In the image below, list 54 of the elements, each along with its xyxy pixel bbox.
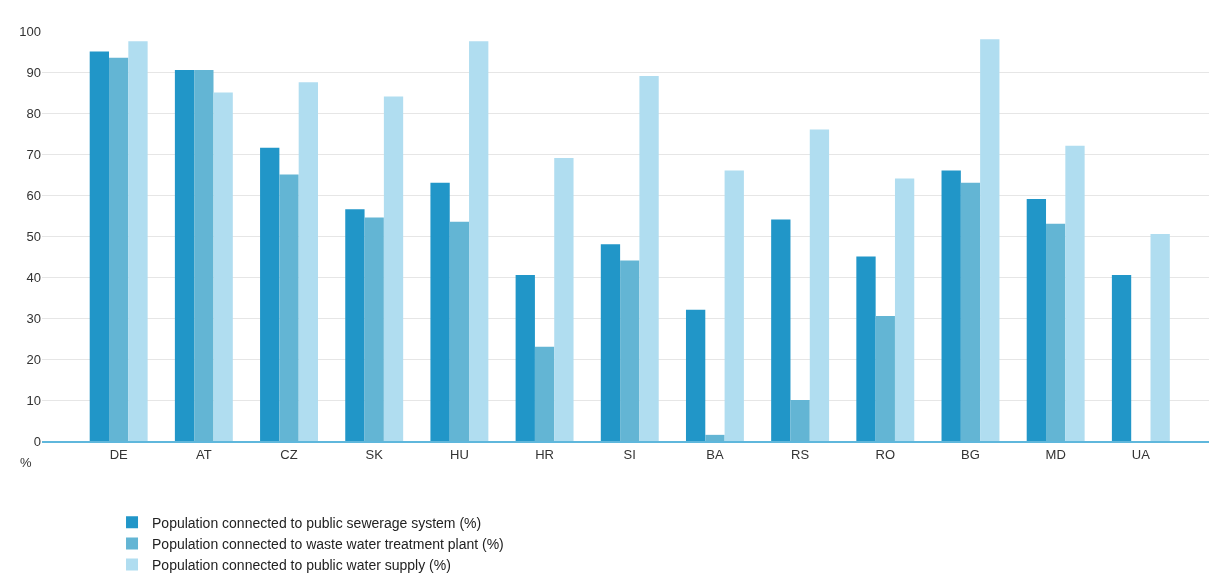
legend-label: Population connected to public water supply (%): [152, 557, 451, 574]
bar: [383, 96, 404, 441]
y-tick-label: 90: [26, 64, 41, 80]
bar: [809, 129, 830, 441]
x-tick-label: BA: [706, 446, 724, 462]
y-axis-title: %: [20, 455, 32, 470]
x-tick-label: SK: [365, 446, 384, 462]
bar: [1150, 233, 1170, 441]
bar: [430, 182, 450, 441]
bar: [600, 244, 621, 441]
x-tick-label: RO: [875, 446, 896, 462]
y-tick-label: 100: [19, 23, 41, 39]
y-tick-label: 80: [26, 105, 41, 121]
x-tick-label: DE: [109, 446, 129, 462]
y-tick-label: 0: [33, 433, 41, 449]
bar: [639, 76, 659, 441]
y-tick-label: 10: [26, 392, 41, 408]
y-tick-label: 30: [26, 310, 41, 326]
legend-label: Population connected to waste water treatment plant (%): [152, 535, 504, 552]
x-tick-label: HR: [535, 446, 554, 462]
bar: [260, 147, 280, 441]
bar: [685, 309, 706, 441]
x-tick-label: CZ: [280, 446, 298, 462]
x-tick-label: BG: [961, 446, 980, 462]
bar: [128, 41, 148, 441]
y-tick-label: 50: [26, 228, 41, 244]
x-tick-label: RS: [791, 446, 810, 462]
y-tick-label: 40: [26, 269, 41, 285]
x-tick-label: SI: [623, 446, 636, 462]
x-tick-label: MD: [1045, 446, 1066, 462]
y-tick-label: 60: [26, 187, 41, 203]
bar: [213, 92, 233, 441]
bar: [1111, 274, 1132, 441]
bar: [345, 209, 365, 441]
x-tick-label: AT: [196, 446, 212, 462]
bar: [469, 41, 489, 441]
bar: [515, 274, 535, 441]
x-tick-label: HU: [450, 446, 469, 462]
bar: [298, 82, 318, 441]
bar: [1065, 145, 1085, 441]
x-tick-label: UA: [1131, 446, 1151, 462]
bar: [941, 170, 961, 441]
bar: [771, 219, 791, 441]
y-tick-label: 70: [26, 146, 41, 162]
bar: [1026, 199, 1047, 441]
bar: [89, 51, 110, 441]
bar: [554, 158, 574, 441]
bar: [980, 39, 1000, 441]
bar: [856, 256, 876, 441]
bar: [894, 178, 915, 441]
bar: [174, 69, 195, 441]
bar: [724, 170, 744, 441]
legend-label: Population connected to public sewerage system (%): [152, 514, 482, 531]
y-tick-label: 20: [26, 351, 41, 367]
